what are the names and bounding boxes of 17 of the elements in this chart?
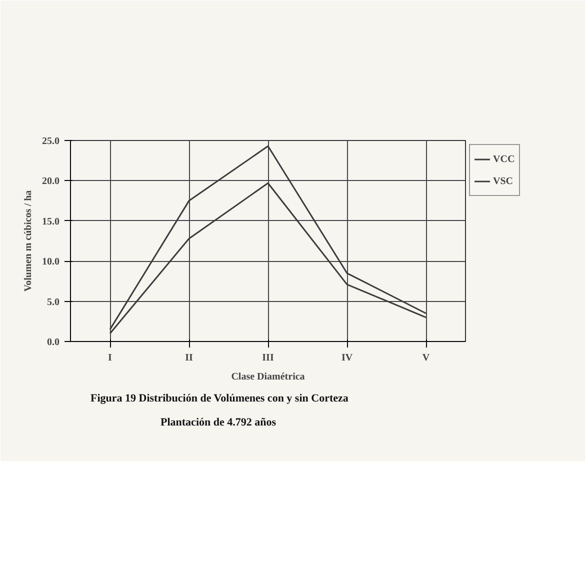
legend-label: VSC [493, 176, 514, 186]
x-tick-label: I [108, 352, 112, 364]
y-tick-label: 20.0 [42, 176, 60, 188]
x-tick-label: IV [341, 352, 354, 364]
y-tick-label: 15.0 [42, 216, 60, 228]
y-tick-label: 10.0 [42, 256, 60, 268]
legend-label: VCC [493, 154, 515, 164]
y-tick-label: 0.0 [47, 337, 60, 348]
y-axis-title: Volumen m cúbicos / ha [23, 190, 34, 292]
y-tick-label: 5.0 [47, 296, 60, 308]
x-tick-label: V [422, 352, 430, 364]
x-tick-label: II [185, 352, 193, 364]
text: Figura 19 Distribución de Volúmenes con y sin Corteza [90, 392, 349, 404]
y-tick-label: 25.0 [42, 136, 60, 147]
x-axis-title: Clase Diamétrica [231, 372, 305, 382]
x-tick-label: III [262, 352, 274, 364]
text: Plantación de 4.792 años [160, 416, 277, 428]
